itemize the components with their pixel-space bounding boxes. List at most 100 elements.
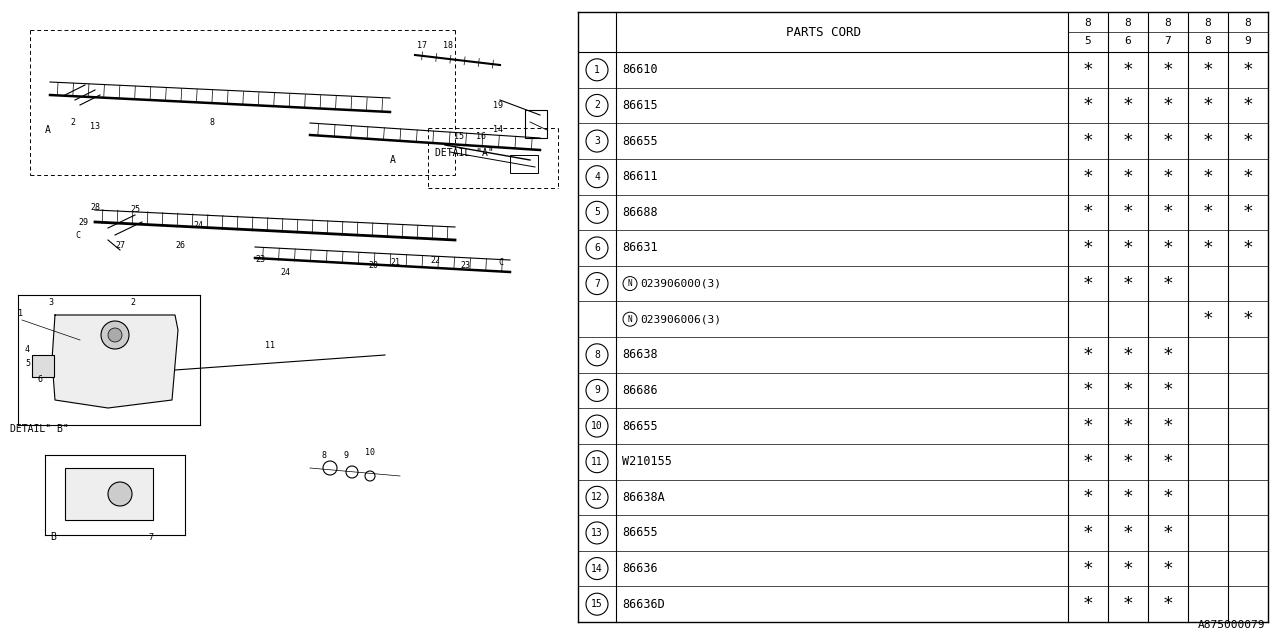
Text: 86615: 86615: [622, 99, 658, 112]
Text: 9: 9: [594, 385, 600, 396]
Text: 20: 20: [369, 261, 378, 270]
Text: 1: 1: [18, 309, 23, 318]
Text: 13: 13: [90, 122, 100, 131]
Text: *: *: [1162, 488, 1174, 506]
Text: *: *: [1123, 346, 1133, 364]
Text: 86655: 86655: [622, 134, 658, 148]
Text: *: *: [1083, 559, 1093, 577]
Text: *: *: [1123, 61, 1133, 79]
Text: 9: 9: [1244, 36, 1252, 46]
Text: *: *: [1123, 204, 1133, 221]
Bar: [509, 155, 538, 173]
Text: 10: 10: [365, 448, 375, 457]
Text: 10: 10: [591, 421, 603, 431]
Text: N: N: [627, 315, 632, 324]
Text: 86638: 86638: [622, 348, 658, 362]
Text: *: *: [1203, 61, 1213, 79]
Text: 2: 2: [131, 298, 134, 307]
Text: 11: 11: [265, 341, 275, 350]
Text: 14: 14: [493, 125, 503, 134]
Text: *: *: [1083, 417, 1093, 435]
Text: 11: 11: [591, 457, 603, 467]
Text: 27: 27: [115, 241, 125, 250]
Text: 3: 3: [594, 136, 600, 146]
Circle shape: [108, 328, 122, 342]
Text: *: *: [1123, 524, 1133, 542]
Text: 22: 22: [430, 256, 440, 265]
Text: 6: 6: [594, 243, 600, 253]
Text: *: *: [1162, 168, 1174, 186]
Text: 86631: 86631: [622, 241, 658, 255]
Text: 7: 7: [594, 278, 600, 289]
Text: 16: 16: [476, 132, 486, 141]
Text: *: *: [1123, 97, 1133, 115]
Text: *: *: [1083, 381, 1093, 399]
Text: *: *: [1162, 239, 1174, 257]
Text: A875000079: A875000079: [1198, 620, 1265, 630]
Circle shape: [101, 321, 129, 349]
Text: 28: 28: [90, 203, 100, 212]
Text: *: *: [1123, 168, 1133, 186]
Text: 8: 8: [1165, 18, 1171, 28]
Text: 8: 8: [1125, 18, 1132, 28]
Text: 26: 26: [175, 241, 186, 250]
Text: 8: 8: [1204, 36, 1211, 46]
Text: A: A: [390, 155, 396, 165]
Text: *: *: [1203, 97, 1213, 115]
Text: *: *: [1162, 452, 1174, 470]
Text: 23: 23: [460, 261, 470, 270]
Text: *: *: [1083, 168, 1093, 186]
Text: 7: 7: [148, 533, 154, 542]
Text: *: *: [1083, 524, 1093, 542]
Text: 023906006(3): 023906006(3): [640, 314, 721, 324]
Text: PARTS CORD: PARTS CORD: [786, 26, 860, 38]
Text: *: *: [1162, 275, 1174, 292]
Text: 86636D: 86636D: [622, 598, 664, 611]
Text: 86688: 86688: [622, 206, 658, 219]
Text: *: *: [1123, 381, 1133, 399]
Text: DETAIL "A": DETAIL "A": [435, 148, 494, 158]
Text: W210155: W210155: [622, 455, 672, 468]
Text: *: *: [1162, 204, 1174, 221]
Text: C: C: [498, 258, 503, 267]
Text: 6: 6: [38, 375, 44, 384]
Text: *: *: [1243, 204, 1253, 221]
Text: *: *: [1243, 168, 1253, 186]
Text: 8: 8: [1244, 18, 1252, 28]
Text: *: *: [1123, 595, 1133, 613]
Text: 86610: 86610: [622, 63, 658, 76]
Text: 86655: 86655: [622, 420, 658, 433]
Text: 8: 8: [594, 350, 600, 360]
Text: *: *: [1083, 97, 1093, 115]
Text: *: *: [1162, 61, 1174, 79]
Text: 2: 2: [594, 100, 600, 111]
Text: 13: 13: [591, 528, 603, 538]
Text: 25: 25: [131, 205, 140, 214]
Text: *: *: [1083, 239, 1093, 257]
Text: *: *: [1162, 346, 1174, 364]
Text: B: B: [50, 532, 56, 542]
Bar: [65, 468, 154, 520]
Text: 17: 17: [417, 41, 428, 50]
Text: *: *: [1162, 524, 1174, 542]
Text: *: *: [1243, 61, 1253, 79]
Circle shape: [108, 482, 132, 506]
Text: *: *: [1162, 417, 1174, 435]
Text: 8: 8: [1084, 18, 1092, 28]
Text: *: *: [1203, 132, 1213, 150]
Text: *: *: [1203, 168, 1213, 186]
Text: *: *: [1123, 275, 1133, 292]
Text: *: *: [1243, 97, 1253, 115]
Polygon shape: [52, 315, 178, 408]
Text: 1: 1: [594, 65, 600, 75]
Text: 5: 5: [1084, 36, 1092, 46]
Text: 23: 23: [255, 255, 265, 264]
Text: *: *: [1243, 239, 1253, 257]
Text: *: *: [1243, 310, 1253, 328]
Text: *: *: [1083, 452, 1093, 470]
Text: *: *: [1083, 61, 1093, 79]
Text: *: *: [1083, 595, 1093, 613]
Text: 29: 29: [78, 218, 88, 227]
Text: *: *: [1123, 132, 1133, 150]
Text: 4: 4: [594, 172, 600, 182]
